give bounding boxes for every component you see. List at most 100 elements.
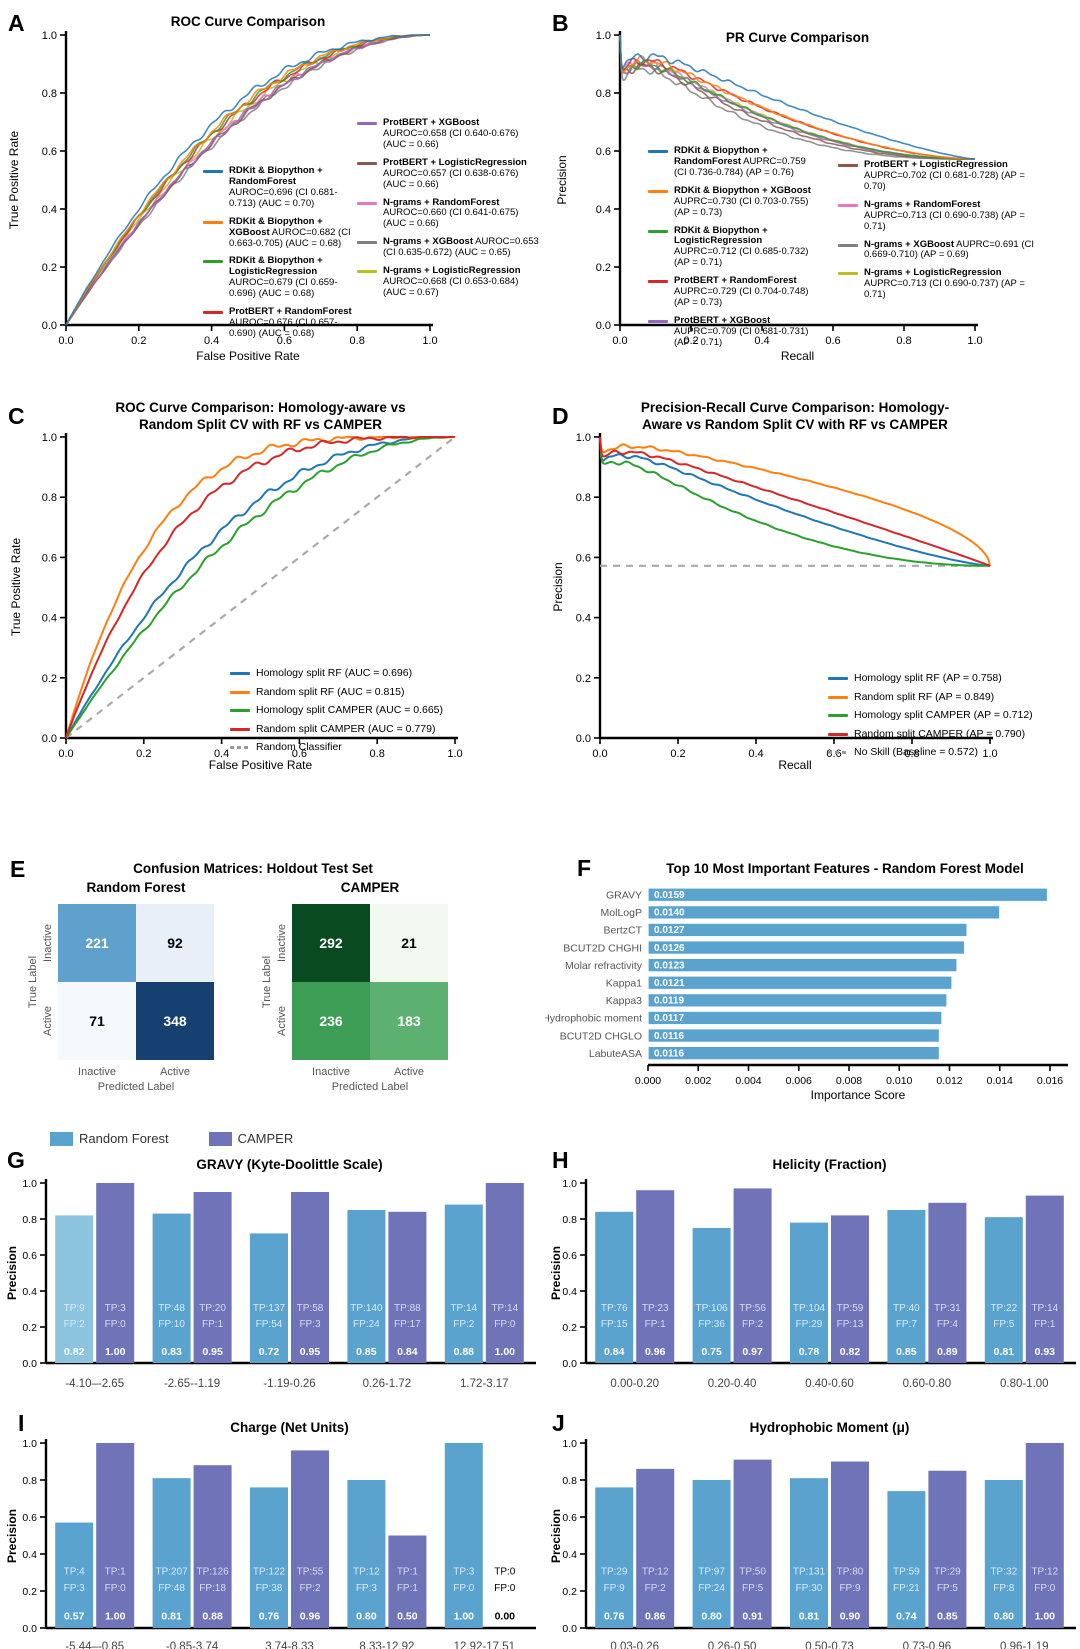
x-tick-label: 0.8 <box>350 335 365 347</box>
legend-line-swatch <box>648 229 668 233</box>
tp-label: TP:4 <box>64 1566 86 1577</box>
camper-bar-2 <box>831 1215 869 1363</box>
y-tick-label: 0.0 <box>42 320 57 332</box>
tp-label: TP:88 <box>394 1303 421 1314</box>
y-tick-label: 0.4 <box>562 1549 577 1561</box>
legend-entry: ProtBERT + XGBoost AUPRC=0.709 (CI 0.681… <box>648 315 818 349</box>
precision-label: 1.00 <box>105 1611 126 1623</box>
legend-entry: N-grams + XGBoost AUPRC=0.691 (CI 0.669-… <box>838 239 1038 262</box>
fp-label: FP:21 <box>893 1583 920 1594</box>
matrix-xlabel: Predicted Label <box>331 1081 409 1093</box>
y-tick-label: 0.8 <box>576 492 591 504</box>
legend-line-swatch <box>230 709 250 713</box>
panel-C: 0.0 0.2 0.4 0.6 0.8 1.0 0.0 0.2 0.4 0.6 0.8 1.0 C R… <box>0 395 545 790</box>
panel-D: 0.00.20.40.60.81.00.00.20.40.60.81.0 D P… <box>545 395 1080 790</box>
panel-letter-D: D <box>552 403 569 429</box>
y-tick-label: 1.0 <box>596 30 611 42</box>
legend-line-swatch <box>357 122 377 125</box>
fp-label: FP:2 <box>742 1319 764 1330</box>
y-tick-label: 1.0 <box>42 432 57 444</box>
x-tick-label: 0.8 <box>370 748 385 760</box>
x-tick-label: 0.012 <box>936 1075 962 1087</box>
panel-letter-A: A <box>8 10 25 36</box>
precision-label: 0.85 <box>937 1611 958 1623</box>
category-label: 0.96-1.19 <box>1000 1641 1049 1649</box>
tp-label: TP:3 <box>105 1303 127 1314</box>
fp-label: FP:5 <box>937 1583 959 1594</box>
precision-label: 0.91 <box>742 1611 763 1623</box>
rf-bar-1 <box>152 1213 191 1363</box>
tp-label: TP:56 <box>739 1303 766 1314</box>
precision-label: 0.72 <box>259 1346 280 1358</box>
pr-curve-3 <box>599 436 991 567</box>
y-tick-label: 0.0 <box>42 733 57 745</box>
tp-label: TP:12 <box>642 1566 669 1577</box>
fp-label: FP:24 <box>353 1319 380 1330</box>
pr-curve-4 <box>619 34 975 160</box>
camper-bar-1 <box>193 1465 232 1628</box>
fp-label: FP:0 <box>1034 1583 1056 1594</box>
legend-line-swatch <box>838 164 858 167</box>
fp-label: FP:9 <box>839 1583 861 1594</box>
col-label-active: Active <box>394 1066 424 1078</box>
camper-bar-4 <box>1025 1195 1064 1363</box>
tp-label: TP:23 <box>642 1303 669 1314</box>
legend-entry: RDKit & Biopython + RandomForest AUROC=0… <box>203 165 355 210</box>
bar-value-label: 0.0121 <box>654 978 685 989</box>
y-tick-label: 0.6 <box>576 552 591 564</box>
tp-label: TP:1 <box>397 1566 419 1577</box>
row-label-active: Active <box>42 1006 54 1036</box>
fp-label: FP:2 <box>64 1319 86 1330</box>
camper-swatch <box>208 1131 232 1146</box>
precision-label: 0.80 <box>356 1611 377 1623</box>
panel-A-title: ROC Curve Comparison <box>170 14 326 29</box>
panel-letter-H: H <box>552 1147 569 1173</box>
legend-entry: N-grams + XGBoost AUROC=0.653 (CI 0.635-… <box>357 236 539 259</box>
panel-D-legend: Homology split RF (AP = 0.758) Random spl… <box>828 672 1058 765</box>
x-tick-label: 1.0 <box>447 748 462 760</box>
camper-bar-0 <box>96 1183 135 1363</box>
y-tick-label: 0.2 <box>22 1322 37 1334</box>
panel-letter-B: B <box>552 10 569 36</box>
random-forest-swatch <box>50 1131 73 1146</box>
legend-entry: RDKit & Biopython + LogisticRegression A… <box>203 256 355 300</box>
precision-label: 1.00 <box>105 1346 126 1358</box>
category-label: 0.73-0.96 <box>903 1641 952 1649</box>
legend-line-swatch <box>357 241 377 245</box>
panel-D-ylabel: Precision <box>551 562 565 612</box>
rf-bar-0 <box>55 1215 94 1363</box>
tp-label: TP:97 <box>698 1566 725 1577</box>
legend-entry: ProtBERT + LogisticRegression AUPRC=0.70… <box>838 159 1038 193</box>
x-tick-label: 0.4 <box>214 748 229 760</box>
legend-entry: ProtBERT + RandomForest AUPRC=0.729 (CI … <box>648 275 818 309</box>
tp-label: TP:80 <box>837 1566 864 1577</box>
y-tick-label: 0.6 <box>22 1250 37 1262</box>
x-tick-label: 0.0 <box>592 748 607 760</box>
legend-line-swatch <box>203 311 223 315</box>
rf-bar-4 <box>984 1217 1023 1363</box>
y-tick-label: 1.0 <box>22 1178 37 1190</box>
panel-D-xlabel: Recall <box>778 758 812 772</box>
fp-label: FP:2 <box>453 1319 475 1330</box>
precision-label: 0.97 <box>742 1346 763 1358</box>
x-tick-label: 1.0 <box>422 335 437 347</box>
x-tick-label: 0.004 <box>735 1075 761 1087</box>
category-label: -1.19-0.26 <box>263 1378 315 1390</box>
legend-entry-text: RDKit & Biopython + XGBoost AUROC=0.682 … <box>229 215 351 249</box>
y-tick-label: 0.6 <box>42 552 57 564</box>
legend-line-swatch <box>648 189 668 193</box>
y-tick-label: 0.8 <box>562 1214 577 1226</box>
legend-entry-text: ProtBERT + LogisticRegression AUROC=0.65… <box>383 156 527 190</box>
camper-bar-1 <box>733 1188 772 1363</box>
camper-bar-2 <box>831 1461 869 1628</box>
x-tick-label: 0.6 <box>277 335 292 347</box>
panel-letter-G: G <box>7 1147 25 1173</box>
x-tick-label: 0.8 <box>904 748 919 760</box>
legend-entry-text: Random split RF (AUC = 0.815) <box>256 685 405 698</box>
panel-I-title: Charge (Net Units) <box>230 1420 349 1435</box>
precision-label: 0.78 <box>799 1346 820 1358</box>
x-tick-label: 0.4 <box>204 335 219 347</box>
x-tick-label: 0.002 <box>685 1075 711 1087</box>
legend-line-swatch <box>357 270 377 274</box>
category-label: 0.03-0.26 <box>610 1641 659 1649</box>
